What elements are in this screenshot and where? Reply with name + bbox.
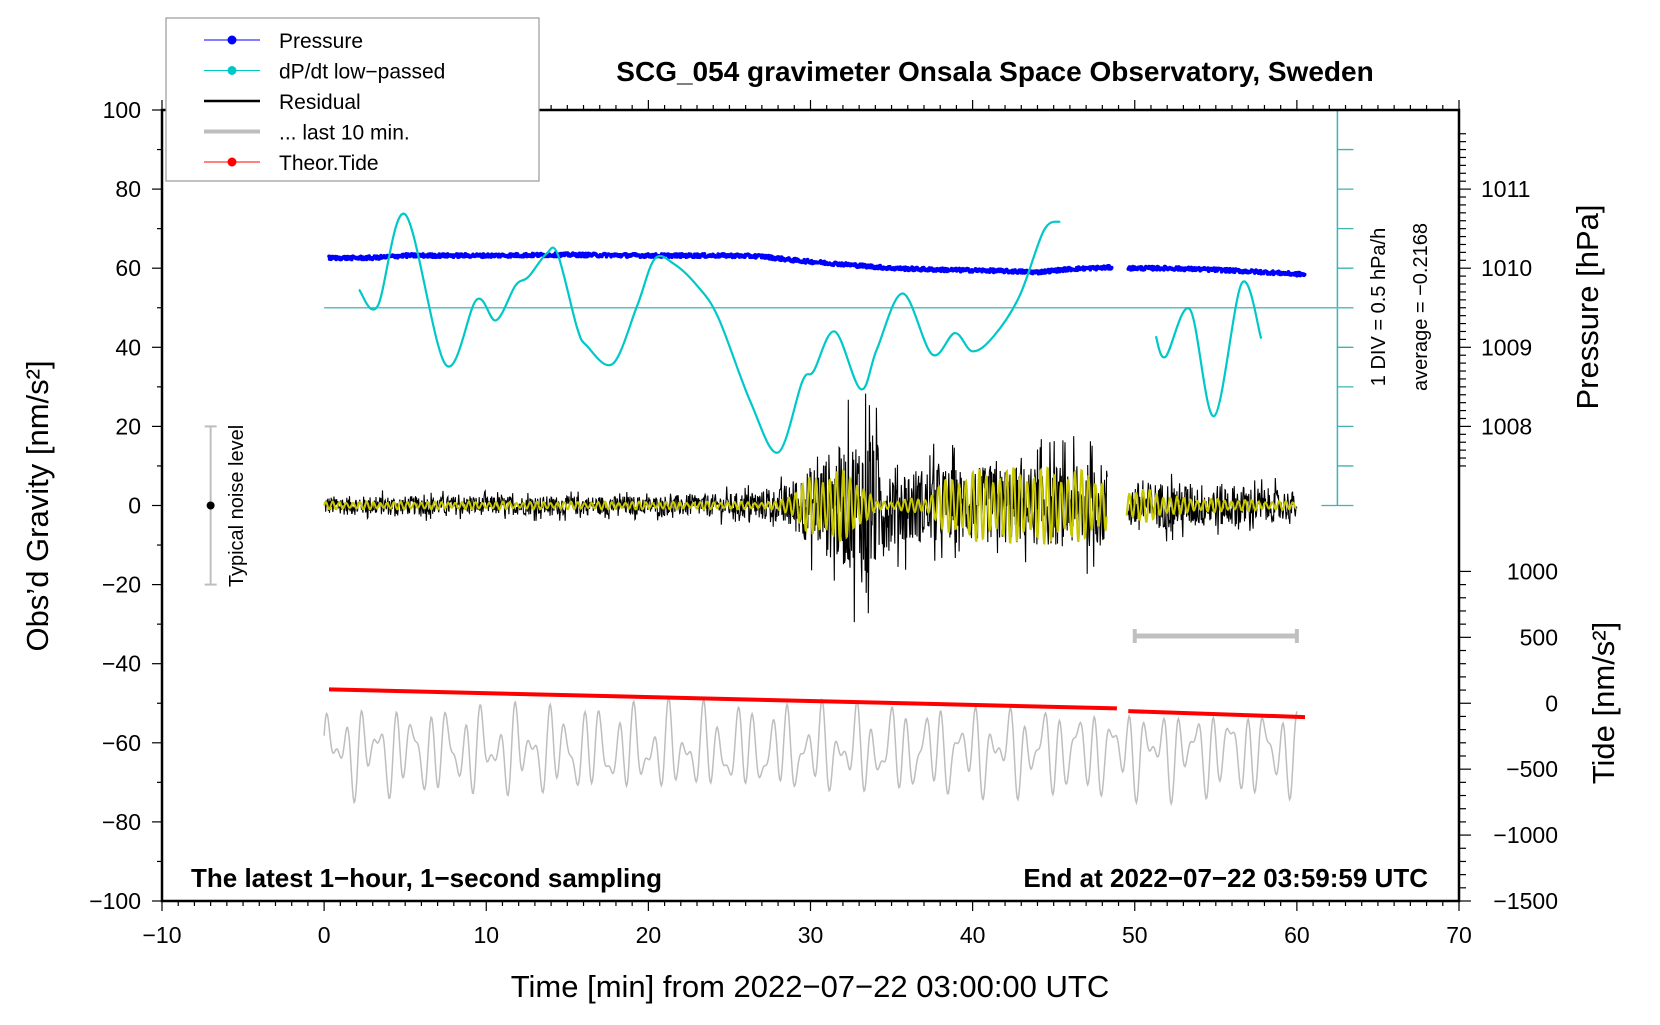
series-dpdt (1154, 280, 1263, 418)
x-tick-label: 40 (960, 922, 986, 948)
legend-label: Pressure (279, 30, 363, 53)
pressure-point (349, 257, 354, 262)
pressure-tick-label: 1011 (1481, 176, 1530, 202)
tide-tick-label: 0 (1545, 690, 1558, 716)
x-axis-label: Time [min] from 2022−07−22 03:00:00 UTC (511, 969, 1110, 1004)
pressure-point (1109, 265, 1114, 270)
noise-level-label: Typical noise level (226, 425, 248, 587)
legend-label: Residual (279, 91, 361, 114)
legend-label: dP/dt low−passed (279, 61, 445, 84)
y-tick-label: −40 (102, 651, 141, 677)
series-layer (204, 212, 1307, 807)
x-tick-label: 60 (1284, 922, 1310, 948)
pressure-axis-label: Pressure [hPa] (1570, 204, 1605, 409)
tide-tick-label: −500 (1506, 756, 1558, 782)
bottom-right-note: End at 2022−07−22 03:59:59 UTC (1023, 863, 1428, 893)
y-tick-label: 100 (103, 97, 141, 123)
legend-swatch-dot (227, 35, 237, 45)
average-label: average = −0.2168 (1410, 223, 1432, 391)
legend-box (165, 17, 540, 182)
chart-title: SCG_054 gravimeter Onsala Space Observat… (616, 56, 1373, 87)
pressure-tick-label: 1009 (1481, 334, 1532, 360)
legend-swatch-dot (227, 157, 237, 167)
y-tick-label: −80 (102, 809, 141, 835)
series-dpdt (358, 212, 1061, 454)
tide-tick-label: −1500 (1493, 888, 1558, 914)
pressure-tick-label: 1008 (1481, 413, 1532, 439)
tide-tick-label: −1000 (1493, 822, 1558, 848)
tick-labels: −10 0 10 20 30 40 50 60 70100806040200−20−40−60−… (89, 97, 1558, 948)
y-tick-label: −100 (89, 888, 141, 914)
div-label: 1 DIV = 0.5 hPa/h (1368, 228, 1390, 386)
noise-level-dot (206, 501, 215, 510)
y-tick-label: 40 (115, 334, 141, 360)
x-tick-label: 30 (798, 922, 824, 948)
y-tick-label: 0 (128, 493, 141, 519)
pressure-tick-label: 1010 (1481, 255, 1532, 281)
series-theor-tide (328, 687, 1117, 711)
tide-axis-label: Tide [nm/s²] (1586, 622, 1621, 785)
x-tick-label: −10 (142, 922, 181, 948)
x-tick-label: 10 (473, 922, 499, 948)
y-tick-label: −20 (102, 572, 141, 598)
tide-tick-label: 500 (1520, 624, 1558, 650)
y-tick-label: 80 (115, 176, 141, 202)
y-tick-label: 60 (115, 255, 141, 281)
pressure-point (1065, 268, 1070, 273)
pressure-point (702, 252, 707, 256)
x-tick-label: 50 (1122, 922, 1148, 948)
y-axis-label: Obs’d Gravity [nm/s²] (20, 360, 55, 651)
plot-area (204, 109, 1354, 807)
axes (152, 100, 1471, 911)
tide-tick-label: 1000 (1507, 558, 1558, 584)
series-theor-tide (1128, 709, 1306, 720)
legend: Pressure dP/dt low−passed Residual ... last… (165, 17, 540, 182)
series-residual-filtered (323, 466, 1297, 545)
x-tick-label: 70 (1446, 922, 1472, 948)
y-tick-label: −60 (102, 730, 141, 756)
legend-swatch-dot (227, 66, 237, 75)
y-tick-label: 20 (115, 413, 141, 439)
legend-label: Theor.Tide (279, 152, 379, 175)
series-last-10-min (323, 694, 1298, 807)
bottom-left-note: The latest 1−hour, 1−second sampling (191, 863, 662, 893)
x-tick-label: 0 (318, 922, 331, 948)
legend-label: ... last 10 min. (279, 122, 410, 145)
pressure-point (584, 251, 588, 256)
x-tick-label: 20 (636, 922, 662, 948)
pressure-point (1302, 272, 1307, 277)
